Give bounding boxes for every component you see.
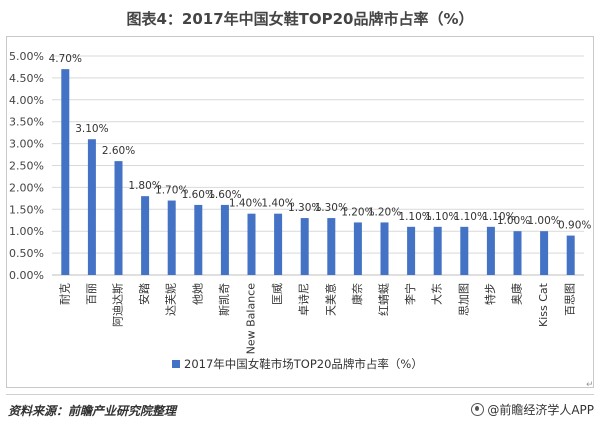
x-tick-label: Kiss Cat <box>537 282 550 327</box>
y-tick-label: 1.50% <box>9 203 44 216</box>
data-label: 1.10% <box>425 211 458 223</box>
chart-title: 图表4：2017年中国女鞋TOP20品牌市占率（%） <box>126 10 474 28</box>
x-tick-label: 康奈 <box>350 283 364 305</box>
y-tick-label: 0.00% <box>9 269 44 282</box>
data-label: 4.70% <box>49 53 82 65</box>
y-axis-ticks: 0.00% 0.50% 1.00% 1.50% 2.00% 2.50% 3.00% 3.50%… <box>9 50 44 282</box>
data-label: 0.90% <box>558 220 591 232</box>
data-label: 1.10% <box>454 211 487 223</box>
bar <box>61 69 70 275</box>
bar <box>141 196 150 275</box>
y-tick-label: 3.50% <box>9 116 44 129</box>
data-label: 1.60% <box>182 189 215 201</box>
x-tick-label: 达芙妮 <box>164 283 178 316</box>
brand-credit: @前瞻经济学人APP <box>471 401 594 418</box>
data-label: 1.10% <box>398 211 431 223</box>
bar <box>300 218 309 275</box>
bar <box>540 231 549 275</box>
bar <box>407 226 416 275</box>
legend: 2017年中国女鞋市场TOP20品牌市占率（%） <box>172 357 423 371</box>
data-label: 1.70% <box>155 185 188 197</box>
data-label: 1.30% <box>315 202 348 214</box>
y-tick-label: 4.50% <box>9 72 44 85</box>
source-note: 资料来源：前瞻产业研究院整理 <box>8 404 177 418</box>
data-label: 1.60% <box>208 189 241 201</box>
bar <box>167 200 176 275</box>
x-tick-label: 思加图 <box>457 283 470 316</box>
x-tick-label: 李宁 <box>403 283 417 305</box>
data-label: 1.80% <box>128 180 161 192</box>
bar <box>353 222 362 275</box>
x-tick-label: 匡威 <box>271 283 284 305</box>
data-label: 1.40% <box>261 198 294 210</box>
y-tick-label: 1.00% <box>9 225 44 238</box>
bar <box>380 222 389 275</box>
x-tick-label: 他她 <box>190 283 204 305</box>
x-tick-label: 阿迪达斯 <box>112 283 125 327</box>
x-tick-label: 红蜻蜓 <box>377 283 391 316</box>
bar <box>460 226 469 275</box>
data-label: 1.40% <box>229 198 262 210</box>
data-label: 1.10% <box>482 211 515 223</box>
x-tick-label: New Balance <box>245 283 258 355</box>
bar <box>87 139 96 275</box>
y-tick-label: 2.50% <box>9 160 44 173</box>
y-tick-label: 4.00% <box>9 94 44 107</box>
bar <box>327 218 336 275</box>
x-tick-label: 奥康 <box>510 283 524 305</box>
x-tick-label: 耐克 <box>58 283 71 305</box>
data-labels: 4.70%3.10%2.60%1.80%1.70%1.60%1.60%1.40%… <box>49 53 592 231</box>
bar <box>114 161 123 275</box>
x-tick-label: 斯凯奇 <box>218 283 231 316</box>
x-axis-ticks: 耐克 百丽 阿迪达斯 安踏 达芙妮 他她 斯凯奇 New Balance 匡威 卓诗尼 天美意 康奈红… <box>58 282 576 354</box>
y-tick-label: 5.00% <box>9 50 44 63</box>
bar <box>566 235 575 275</box>
bar <box>247 213 256 275</box>
x-tick-label: 天美意 <box>323 283 337 316</box>
data-label: 1.00% <box>497 215 530 227</box>
chart-frame <box>6 36 594 388</box>
y-tick-label: 3.00% <box>9 138 44 151</box>
bar <box>433 226 442 275</box>
data-label: 1.20% <box>368 206 401 218</box>
brand-name: @前瞻经济学人APP <box>487 403 594 417</box>
y-tick-label: 2.00% <box>9 181 44 194</box>
x-tick-label: 卓诗尼 <box>297 283 311 316</box>
x-tick-label: 安踏 <box>137 283 151 305</box>
bar <box>220 204 229 275</box>
data-label: 1.30% <box>288 202 321 214</box>
legend-swatch <box>172 360 180 368</box>
x-tick-label: 大东 <box>430 283 444 305</box>
return-mark: ↵ <box>586 380 594 390</box>
footer-divider <box>6 394 594 395</box>
bar <box>274 213 283 275</box>
data-label: 1.00% <box>527 215 560 227</box>
x-tick-label: 百丽 <box>85 283 98 305</box>
legend-label: 2017年中国女鞋市场TOP20品牌市占率（%） <box>184 357 423 371</box>
bar <box>513 231 522 275</box>
x-tick-label: 百思图 <box>564 283 577 316</box>
data-label: 3.10% <box>75 123 108 135</box>
bars <box>61 69 575 275</box>
bar <box>194 204 203 275</box>
x-tick-label: 特步 <box>483 283 497 305</box>
data-label: 1.20% <box>341 206 374 218</box>
gridlines <box>52 55 584 276</box>
bar <box>486 226 495 275</box>
y-tick-label: 0.50% <box>9 247 44 260</box>
data-label: 2.60% <box>102 145 135 157</box>
brand-logo-icon <box>471 403 485 416</box>
